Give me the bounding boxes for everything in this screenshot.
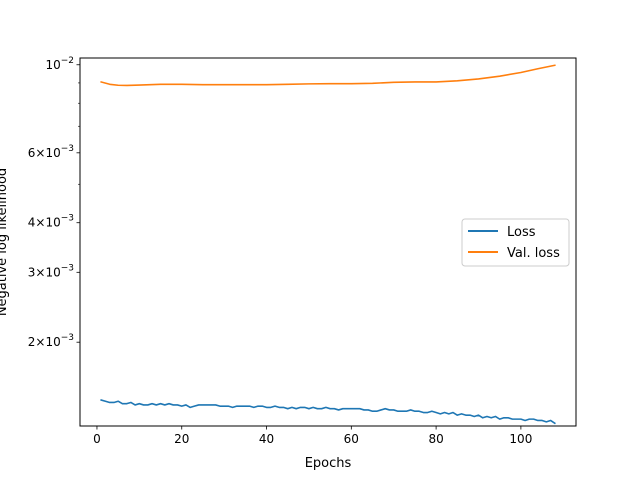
x-tick-label: 60 — [344, 432, 359, 446]
y-tick-label: 3×10−3 — [28, 263, 74, 279]
x-tick-label: 80 — [428, 432, 443, 446]
x-axis-label: Epochs — [305, 456, 352, 471]
y-tick-label: 4×10−3 — [28, 214, 74, 230]
y-tick-label: 2×10−3 — [28, 333, 74, 349]
y-tick-label: 6×10−3 — [28, 144, 74, 160]
x-tick-label: 40 — [259, 432, 274, 446]
x-tick-label: 0 — [93, 432, 101, 446]
legend-label-val-loss: Val. loss — [507, 246, 560, 261]
y-axis: 10−2 6×10−3 4×10−3 3×10−3 2×10−3 — [28, 56, 80, 349]
x-axis: 0 20 40 60 80 100 — [93, 426, 532, 446]
y-tick-label: 10−2 — [45, 56, 74, 72]
x-tick-label: 20 — [174, 432, 189, 446]
y-axis-label: Negative log likelihood — [0, 168, 10, 316]
x-tick-label: 100 — [509, 432, 532, 446]
plot-frame — [79, 57, 577, 427]
series-layer — [100, 64, 556, 425]
legend-label-loss: Loss — [507, 225, 536, 240]
legend: Loss Val. loss — [461, 218, 570, 267]
series-line-val-loss — [100, 64, 556, 87]
series-line-loss — [100, 399, 556, 425]
